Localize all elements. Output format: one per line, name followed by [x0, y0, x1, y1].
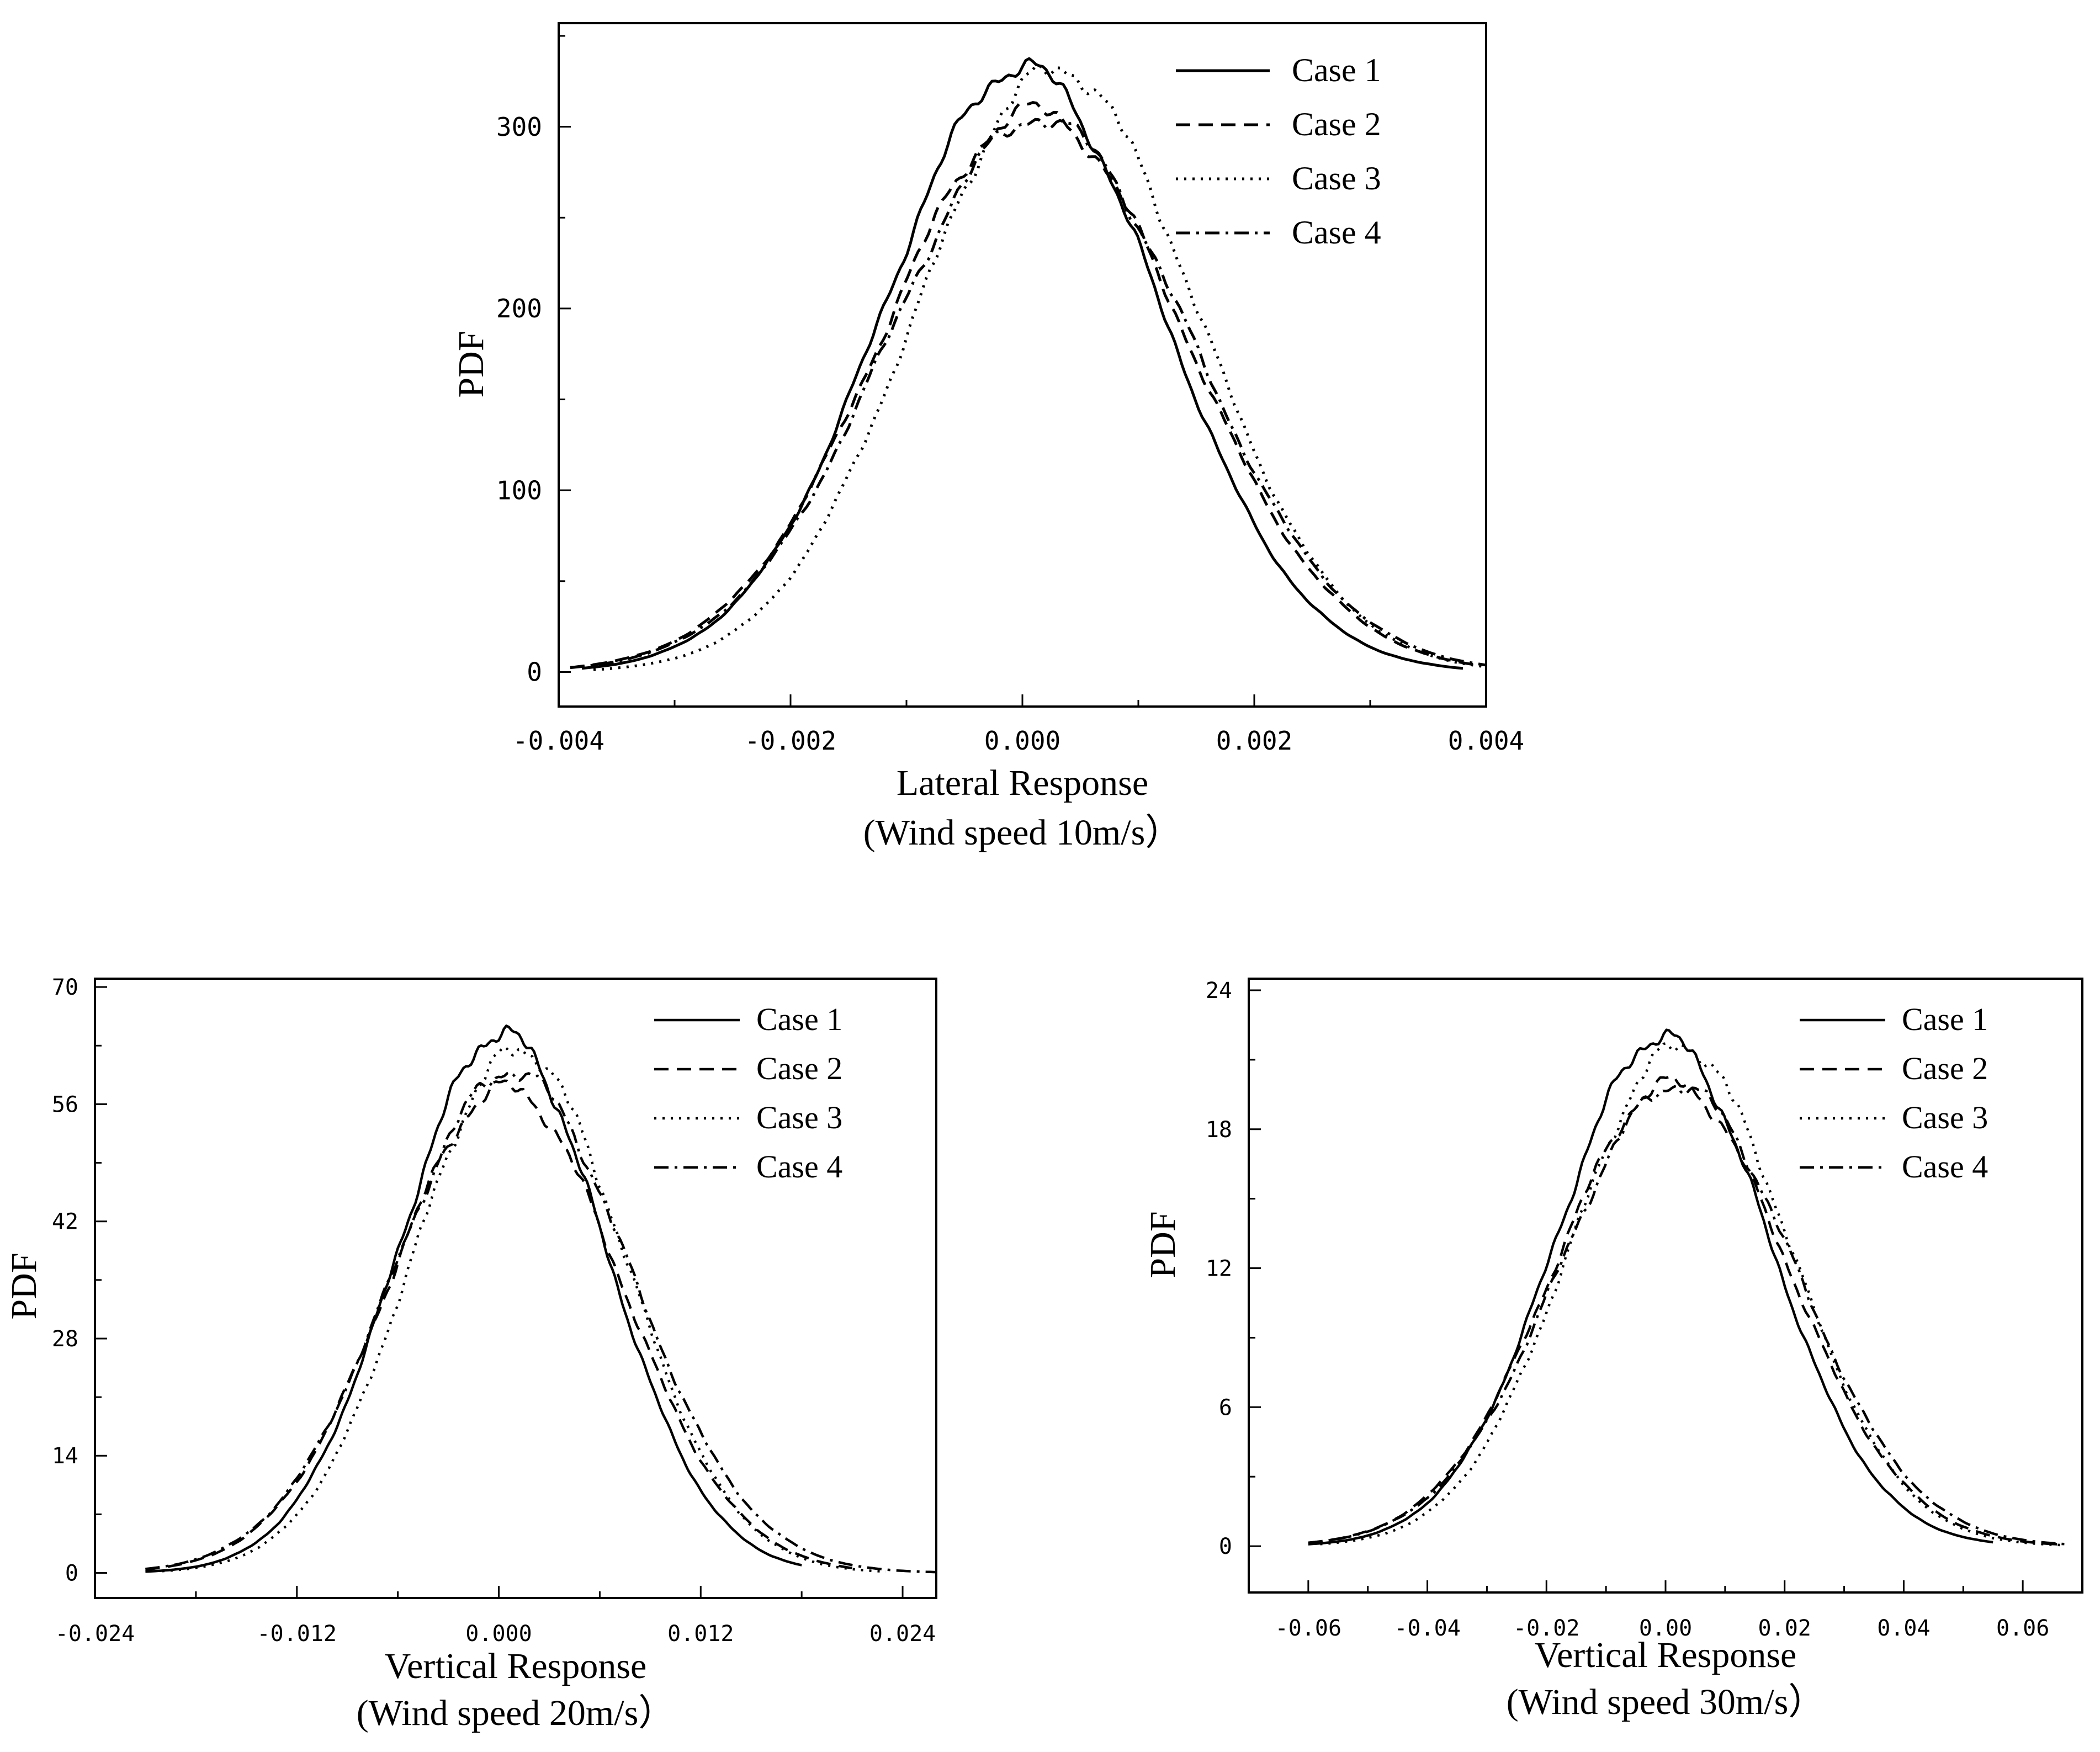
y-tick-label: 56	[52, 1092, 78, 1117]
x-axis-label: Vertical Response	[1535, 1635, 1797, 1675]
y-tick-label: 300	[496, 112, 542, 142]
x-tick-label: -0.04	[1394, 1616, 1460, 1641]
chart-panel-2: -0.024 -0.012 0.000 0.012 0.024 0 14 28 42 56 70 Ve…	[4, 975, 937, 1733]
x-axis-sublabel: (Wind speed 10m/s）	[863, 813, 1182, 853]
x-tick-label: 0.012	[667, 1621, 734, 1647]
y-tick-label: 42	[52, 1209, 78, 1235]
legend-label: Case 3	[1902, 1100, 1988, 1135]
plot-frame	[94, 978, 937, 1599]
y-tick-label: 100	[496, 475, 542, 505]
y-axis-label: PDF	[451, 331, 491, 397]
y-axis-label: PDF	[1143, 1211, 1183, 1278]
series-line-case-4	[1308, 1085, 2065, 1546]
x-axis-sublabel: (Wind speed 20m/s）	[357, 1693, 675, 1733]
series-line-case-2	[1308, 1075, 2065, 1546]
legend-label: Case 3	[1292, 160, 1381, 197]
legend-label: Case 3	[756, 1100, 842, 1135]
chart-panel-1: -0.004 -0.002 0.000 0.002 0.004 0 100 200 300 Lat…	[451, 22, 1524, 853]
series-line-case-3	[1320, 1042, 2065, 1547]
y-tick-label: 0	[65, 1561, 78, 1586]
series-line-case-2	[570, 101, 1475, 669]
x-tick-label: 0.024	[869, 1621, 936, 1647]
x-tick-label: 0.06	[1996, 1616, 2049, 1641]
y-tick-label: 14	[52, 1443, 78, 1469]
x-axis-label: Lateral Response	[897, 763, 1148, 803]
legend-label: Case 4	[1902, 1149, 1988, 1185]
legend-label: Case 4	[1292, 214, 1381, 251]
x-tick-label: 0.02	[1758, 1616, 1811, 1641]
x-tick-label: 0.000	[465, 1621, 532, 1647]
series-line-case-4	[570, 118, 1487, 670]
y-tick-label: 24	[1206, 978, 1232, 1004]
y-tick-label: 0	[527, 657, 542, 687]
x-tick-label: 0.04	[1877, 1616, 1930, 1641]
y-tick-label: 0	[1219, 1534, 1232, 1559]
legend-label: Case 2	[756, 1050, 842, 1086]
legend-label: Case 1	[1902, 1001, 1988, 1037]
x-tick-label: -0.024	[55, 1621, 135, 1647]
legend-label: Case 4	[756, 1149, 842, 1185]
y-tick-label: 18	[1206, 1117, 1232, 1143]
x-tick-label: -0.02	[1513, 1616, 1579, 1641]
y-tick-label: 6	[1219, 1395, 1232, 1420]
x-tick-label: -0.012	[257, 1621, 337, 1647]
x-tick-label: -0.06	[1275, 1616, 1341, 1641]
legend-label: Case 1	[1292, 52, 1381, 88]
x-tick-label: -0.004	[513, 726, 604, 756]
legend-label: Case 2	[1292, 106, 1381, 142]
chart-panel-3: -0.06 -0.04 -0.02 0.00 0.02 0.04 0.06 0 6 12 18 24 V…	[1143, 978, 2083, 1722]
x-axis-label: Vertical Response	[385, 1646, 647, 1686]
y-tick-label: 70	[52, 975, 78, 1000]
series-line-case-1	[145, 1024, 802, 1573]
y-tick-label: 12	[1206, 1256, 1232, 1282]
series-line-case-4	[145, 1070, 937, 1574]
y-tick-label: 200	[496, 294, 542, 323]
x-tick-label: 0.002	[1216, 726, 1292, 756]
series-line-case-3	[162, 1045, 886, 1573]
x-tick-label: -0.002	[745, 726, 836, 756]
legend-label: Case 2	[1902, 1050, 1988, 1086]
x-tick-label: 0.00	[1639, 1616, 1692, 1641]
x-tick-label: 0.000	[984, 726, 1060, 756]
y-tick-label: 28	[52, 1326, 78, 1352]
series-line-case-1	[1308, 1028, 1993, 1546]
legend-label: Case 1	[756, 1001, 842, 1037]
series-line-case-2	[145, 1079, 852, 1571]
series-line-case-3	[593, 64, 1487, 671]
x-tick-label: 0.004	[1448, 726, 1524, 756]
x-axis-sublabel: (Wind speed 30m/s）	[1507, 1682, 1825, 1722]
series-line-case-1	[581, 57, 1463, 670]
y-axis-label: PDF	[4, 1252, 44, 1319]
